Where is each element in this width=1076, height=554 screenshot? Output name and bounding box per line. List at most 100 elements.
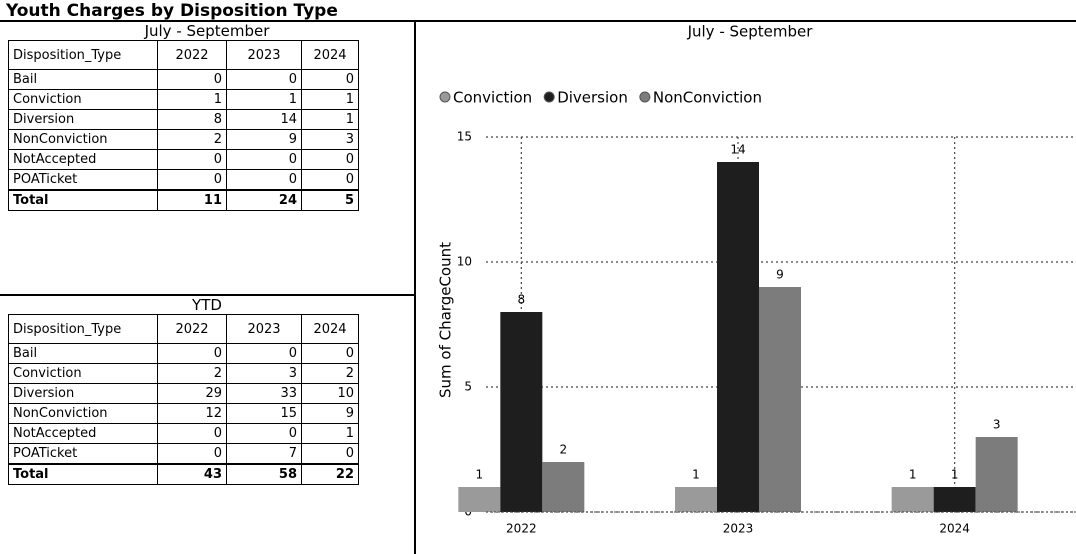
legend-marker xyxy=(639,91,651,103)
legend-label: Diversion xyxy=(557,89,628,107)
x-tick-label: 2024 xyxy=(939,522,970,536)
x-tick-label: 2023 xyxy=(723,522,754,536)
table-cell: 1 xyxy=(157,89,227,110)
table-cell: 0 xyxy=(301,343,359,364)
y-axis-label: Sum of ChargeCount xyxy=(437,242,455,398)
legend-marker xyxy=(439,91,451,103)
table-row: Conviction 1 1 1 xyxy=(8,89,359,110)
bar xyxy=(975,437,1018,512)
table-row: Bail 0 0 0 xyxy=(8,69,359,90)
table-cell: NonConviction xyxy=(8,129,158,150)
table-row: Total 43 58 22 xyxy=(8,463,359,485)
table-cell: 2 xyxy=(301,363,359,384)
table-cell: Disposition_Type xyxy=(8,314,158,344)
table-cell: 1 xyxy=(301,89,359,110)
table-cell: POATicket xyxy=(8,443,158,465)
bar xyxy=(717,162,759,512)
table-cell: NonConviction xyxy=(8,403,158,424)
table-cell: 0 xyxy=(226,149,302,170)
table-cell: 0 xyxy=(157,69,227,90)
table-cell: 5 xyxy=(301,189,359,211)
table-cell: 10 xyxy=(301,383,359,404)
table-cell: 8 xyxy=(157,109,227,130)
table-cell: Bail xyxy=(8,343,158,364)
data-label: 8 xyxy=(518,293,526,307)
data-label: 14 xyxy=(730,143,745,157)
table: Disposition_Type 2022 2023 2024 Bail 0 0 0 Convi… xyxy=(8,40,359,211)
chart-title: July - September xyxy=(687,23,814,41)
table-row: Disposition_Type 2022 2023 2024 xyxy=(8,40,359,70)
table-cell: 0 xyxy=(301,149,359,170)
table-cell: 2022 xyxy=(157,40,227,70)
table-cell: 0 xyxy=(226,69,302,90)
table: Disposition_Type 2022 2023 2024 Bail 0 0 0 Convi… xyxy=(8,314,359,485)
table-row: Diversion 29 33 10 xyxy=(8,383,359,404)
data-label: 2 xyxy=(560,443,568,457)
x-tick-label: 2022 xyxy=(506,522,537,536)
table-cell: 1 xyxy=(226,89,302,110)
table-cell: Conviction xyxy=(8,363,158,384)
y-tick-label: 5 xyxy=(464,380,472,394)
table-row: Diversion 8 14 1 xyxy=(8,109,359,130)
table-row: NonConviction 12 15 9 xyxy=(8,403,359,424)
table-cell: 3 xyxy=(301,129,359,150)
data-label: 1 xyxy=(692,468,700,482)
table-cell: 2024 xyxy=(301,314,359,344)
table-cell: Conviction xyxy=(8,89,158,110)
table-cell: 12 xyxy=(157,403,227,424)
table-cell: 0 xyxy=(157,169,227,191)
table-cell: 3 xyxy=(226,363,302,384)
table-cell: 0 xyxy=(301,69,359,90)
table-cell: Bail xyxy=(8,69,158,90)
table-cell: 29 xyxy=(157,383,227,404)
table-row: NotAccepted 0 0 0 xyxy=(8,149,359,170)
table-row: NotAccepted 0 0 1 xyxy=(8,423,359,444)
bar xyxy=(458,487,501,512)
table-cell: 58 xyxy=(226,463,302,485)
table-cell: Diversion xyxy=(8,109,158,130)
bar xyxy=(675,487,717,512)
chart: July - September Sum of ChargeCount 0510… xyxy=(437,23,1076,536)
bar xyxy=(891,487,934,512)
legend-label: NonConviction xyxy=(653,89,762,107)
data-label: 3 xyxy=(993,418,1001,432)
data-label: 1 xyxy=(476,468,484,482)
table-title: July - September xyxy=(144,22,270,40)
page-title: Youth Charges by Disposition Type xyxy=(0,0,1076,22)
table-cell: NotAccepted xyxy=(8,149,158,170)
legend-marker xyxy=(543,91,555,103)
table-cell: Total xyxy=(8,463,158,485)
table-cell: Total xyxy=(8,189,158,211)
table-row: Total 11 24 5 xyxy=(8,189,359,211)
table-cell: 1 xyxy=(301,423,359,444)
y-tick-label: 10 xyxy=(457,255,472,269)
table-row: NonConviction 2 9 3 xyxy=(8,129,359,150)
table-cell: 43 xyxy=(157,463,227,485)
table-cell: 11 xyxy=(157,189,227,211)
table-cell: POATicket xyxy=(8,169,158,191)
table-row: Conviction 2 3 2 xyxy=(8,363,359,384)
bar xyxy=(500,312,543,512)
bar xyxy=(759,287,801,512)
table-cell: Diversion xyxy=(8,383,158,404)
table-cell: 0 xyxy=(301,169,359,191)
table-row: POATicket 0 0 0 xyxy=(8,169,359,191)
table-cell: 9 xyxy=(301,403,359,424)
table-cell: 0 xyxy=(157,443,227,465)
table-cell: Disposition_Type xyxy=(8,40,158,70)
table-cell: NotAccepted xyxy=(8,423,158,444)
table-cell: 0 xyxy=(226,343,302,364)
table-cell: 9 xyxy=(226,129,302,150)
data-label: 1 xyxy=(951,468,959,482)
table-cell: 0 xyxy=(226,423,302,444)
table-cell: 2 xyxy=(157,129,227,150)
table-cell: 2 xyxy=(157,363,227,384)
bar xyxy=(933,487,976,512)
table-cell: 0 xyxy=(157,149,227,170)
table-row: Disposition_Type 2022 2023 2024 xyxy=(8,314,359,344)
table-cell: 24 xyxy=(226,189,302,211)
y-tick-label: 15 xyxy=(457,130,472,144)
table-cell: 2024 xyxy=(301,40,359,70)
table-cell: 22 xyxy=(301,463,359,485)
